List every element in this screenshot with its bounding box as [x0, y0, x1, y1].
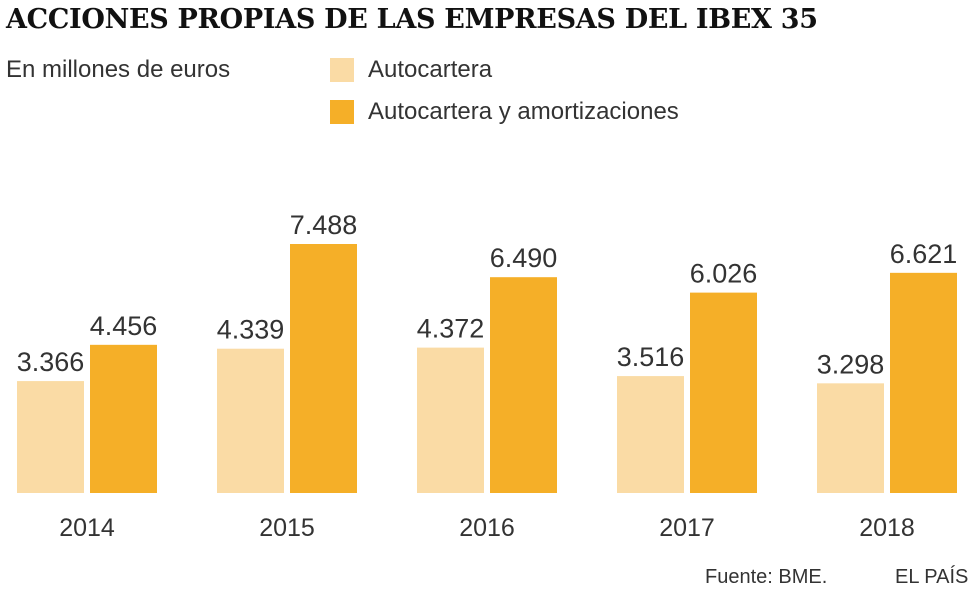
- legend-swatch-autocartera: [330, 58, 354, 82]
- data-label-autocartera-amortizaciones-2014: 4.456: [90, 311, 158, 341]
- data-label-autocartera-amortizaciones-2017: 6.026: [690, 259, 758, 289]
- bar-autocartera-amortizaciones-2015: [290, 244, 357, 493]
- bar-autocartera-2017: [617, 376, 684, 493]
- bar-autocartera-2018: [817, 383, 884, 493]
- data-label-autocartera-amortizaciones-2018: 6.621: [890, 239, 958, 269]
- bar-autocartera-amortizaciones-2016: [490, 277, 557, 493]
- legend-swatch-autocartera-amortizaciones: [330, 100, 354, 124]
- data-label-autocartera-amortizaciones-2015: 7.488: [290, 210, 358, 240]
- bar-autocartera-2014: [17, 381, 84, 493]
- chart-subtitle: En millones de euros: [6, 56, 231, 83]
- bar-autocartera-amortizaciones-2018: [890, 272, 957, 493]
- x-tick-label-2016: 2016: [459, 514, 515, 542]
- legend-label-autocartera: Autocartera: [368, 56, 493, 83]
- data-label-autocartera-2014: 3.366: [17, 347, 85, 377]
- x-tick-label-2015: 2015: [259, 514, 315, 542]
- x-tick-label-2017: 2017: [659, 514, 715, 542]
- x-tick-label-2014: 2014: [59, 514, 115, 542]
- legend-item-autocartera: Autocartera: [330, 56, 492, 84]
- chart-title: ACCIONES PROPIAS DE LAS EMPRESAS DEL IBE…: [6, 4, 818, 35]
- source-note: Fuente: BME.: [705, 566, 828, 588]
- x-tick-label-2018: 2018: [859, 514, 915, 542]
- bar-autocartera-2015: [217, 348, 284, 493]
- data-label-autocartera-amortizaciones-2016: 6.490: [490, 243, 558, 273]
- bar-autocartera-amortizaciones-2014: [90, 344, 157, 493]
- data-label-autocartera-2017: 3.516: [617, 342, 685, 372]
- legend-label-autocartera-amortizaciones: Autocartera y amortizaciones: [368, 98, 679, 125]
- bar-autocartera-amortizaciones-2017: [690, 292, 757, 493]
- data-label-autocartera-2018: 3.298: [817, 349, 885, 379]
- bar-autocartera-2016: [417, 347, 484, 493]
- legend-item-autocartera-amortizaciones: Autocartera y amortizaciones: [330, 98, 679, 126]
- publisher-brand: EL PAÍS: [895, 566, 969, 588]
- data-label-autocartera-2016: 4.372: [417, 314, 485, 344]
- data-label-autocartera-2015: 4.339: [217, 315, 285, 345]
